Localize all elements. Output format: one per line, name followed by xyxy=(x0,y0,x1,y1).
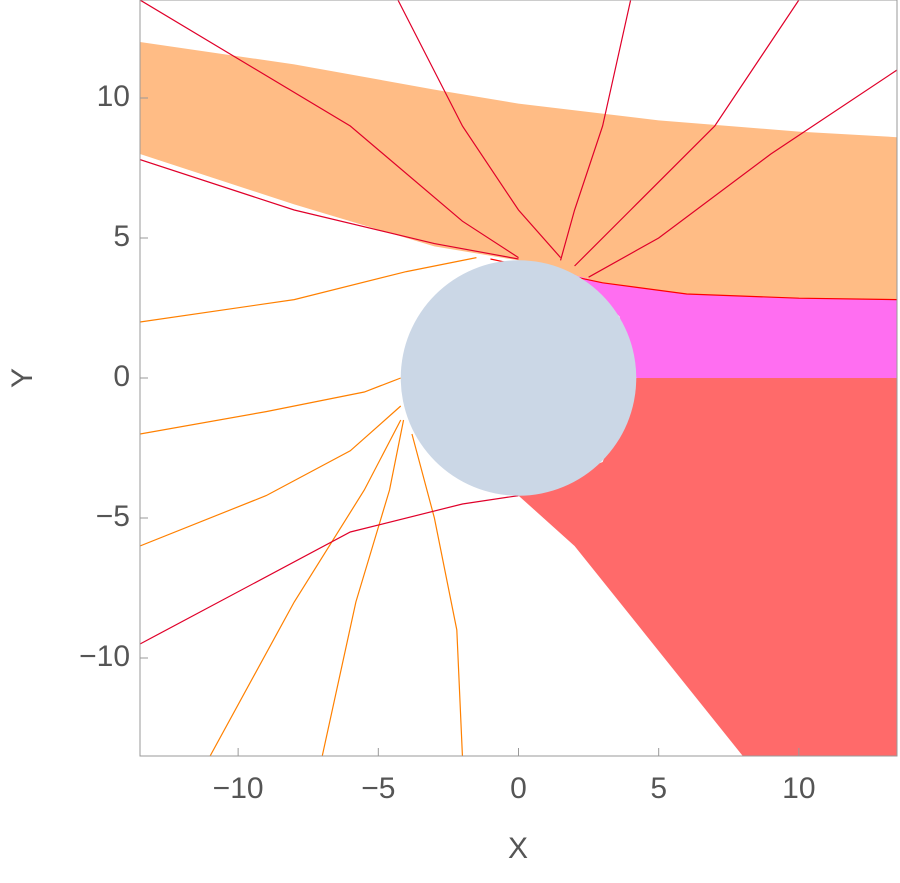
line xyxy=(140,159,519,260)
y-tick-label: 0 xyxy=(113,360,130,393)
area xyxy=(140,42,897,300)
line xyxy=(140,405,402,547)
line xyxy=(140,257,477,323)
line xyxy=(559,0,632,261)
line xyxy=(140,0,519,259)
x-tick-label: 10 xyxy=(782,772,815,805)
y-tick-label: −10 xyxy=(79,640,130,673)
line xyxy=(321,419,405,756)
black-hole xyxy=(400,260,637,496)
x-tick-label: 5 xyxy=(650,772,667,805)
x-axis-label: X xyxy=(508,832,528,865)
y-tick-label: 5 xyxy=(113,220,130,253)
x-tick-label: −5 xyxy=(361,772,395,805)
line xyxy=(574,0,800,267)
y-tick-label: −5 xyxy=(96,500,130,533)
area xyxy=(518,378,897,756)
line xyxy=(397,0,562,258)
x-tick-label: 0 xyxy=(510,772,527,805)
line xyxy=(411,433,464,756)
area xyxy=(518,260,897,378)
line xyxy=(140,377,401,435)
line xyxy=(209,419,402,756)
line xyxy=(588,69,897,278)
plot-area xyxy=(140,0,897,756)
y-axis-label: Y xyxy=(6,368,39,388)
y-tick-label: 10 xyxy=(97,80,130,113)
x-tick-label: −10 xyxy=(213,772,264,805)
line xyxy=(140,495,519,645)
